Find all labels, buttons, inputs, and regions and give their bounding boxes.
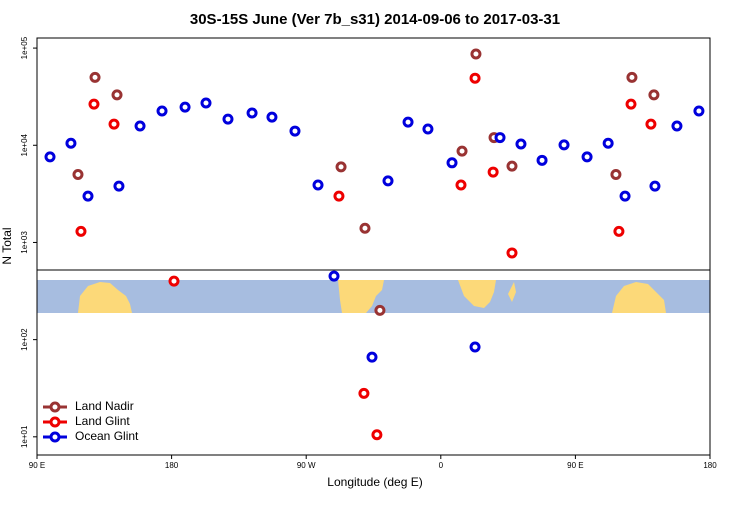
point bbox=[312, 179, 324, 191]
legend-label: Ocean Glint bbox=[75, 429, 139, 443]
point bbox=[402, 116, 414, 128]
point bbox=[456, 145, 468, 157]
point bbox=[371, 429, 383, 441]
point bbox=[359, 222, 371, 234]
point bbox=[200, 97, 212, 109]
point bbox=[581, 151, 593, 163]
legend-label: Land Glint bbox=[75, 414, 130, 428]
point bbox=[671, 120, 683, 132]
point bbox=[88, 98, 100, 110]
x-tick-label: 90 W bbox=[297, 461, 316, 470]
legend-marker bbox=[49, 401, 61, 413]
x-tick-label: 180 bbox=[165, 461, 179, 470]
land bbox=[78, 282, 132, 313]
point bbox=[470, 48, 482, 60]
legend-marker bbox=[49, 416, 61, 428]
point bbox=[222, 113, 234, 125]
point bbox=[645, 118, 657, 130]
point bbox=[328, 270, 340, 282]
legend-entry: Land Glint bbox=[43, 414, 130, 428]
point bbox=[366, 351, 378, 363]
legend-entry: Land Nadir bbox=[43, 399, 134, 413]
point bbox=[266, 111, 278, 123]
y-tick-label: 1e+02 bbox=[20, 328, 29, 351]
point bbox=[536, 154, 548, 166]
point bbox=[72, 169, 84, 181]
point bbox=[65, 137, 77, 149]
point bbox=[515, 138, 527, 150]
land bbox=[508, 282, 516, 302]
y-tick-label: 1e+03 bbox=[20, 231, 29, 254]
point bbox=[619, 190, 631, 202]
chart-title: 30S-15S June (Ver 7b_s31) 2014-09-06 to … bbox=[190, 11, 560, 28]
x-tick-label: 0 bbox=[439, 461, 444, 470]
point bbox=[469, 341, 481, 353]
point bbox=[506, 160, 518, 172]
point bbox=[506, 247, 518, 259]
legend-marker bbox=[49, 431, 61, 443]
point bbox=[494, 132, 506, 144]
point bbox=[82, 190, 94, 202]
point bbox=[625, 98, 637, 110]
point bbox=[113, 180, 125, 192]
point bbox=[156, 105, 168, 117]
plot-frame bbox=[36, 37, 711, 456]
x-axis-label: Longitude (deg E) bbox=[327, 475, 422, 489]
point bbox=[75, 225, 87, 237]
point bbox=[333, 190, 345, 202]
point bbox=[168, 275, 180, 287]
legend-label: Land Nadir bbox=[75, 399, 134, 413]
point bbox=[693, 105, 705, 117]
point bbox=[374, 304, 386, 316]
legend-entry: Ocean Glint bbox=[43, 429, 139, 443]
point bbox=[358, 387, 370, 399]
point bbox=[648, 89, 660, 101]
point bbox=[487, 166, 499, 178]
y-axis-label: N Total bbox=[0, 227, 14, 264]
point bbox=[44, 151, 56, 163]
point bbox=[335, 161, 347, 173]
y-tick-label: 1e+04 bbox=[20, 133, 29, 156]
point bbox=[613, 225, 625, 237]
y-tick-label: 1e+05 bbox=[20, 36, 29, 59]
point bbox=[108, 118, 120, 130]
point bbox=[134, 120, 146, 132]
point bbox=[455, 179, 467, 191]
point bbox=[558, 139, 570, 151]
land bbox=[338, 280, 384, 313]
point bbox=[111, 89, 123, 101]
point bbox=[382, 175, 394, 187]
point bbox=[649, 180, 661, 192]
point bbox=[179, 101, 191, 113]
point bbox=[289, 125, 301, 137]
point bbox=[246, 107, 258, 119]
point bbox=[469, 72, 481, 84]
x-tick-label: 90 E bbox=[29, 461, 45, 470]
y-tick-label: 1e+01 bbox=[20, 425, 29, 448]
point bbox=[422, 123, 434, 135]
x-tick-label: 180 bbox=[703, 461, 717, 470]
x-tick-label: 90 E bbox=[567, 461, 583, 470]
land bbox=[458, 280, 496, 308]
point bbox=[446, 157, 458, 169]
point bbox=[89, 71, 101, 83]
map-strip bbox=[37, 280, 710, 313]
point bbox=[610, 169, 622, 181]
land bbox=[612, 282, 666, 313]
point bbox=[626, 71, 638, 83]
point bbox=[602, 137, 614, 149]
